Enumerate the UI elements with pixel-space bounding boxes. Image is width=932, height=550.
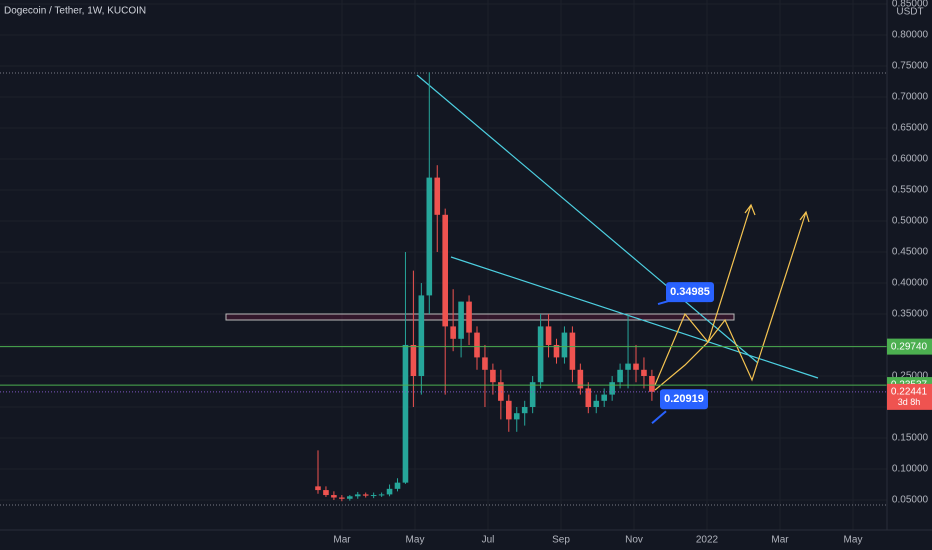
candle-body: [402, 345, 409, 483]
candle-body: [601, 394, 607, 401]
y-tick-label: 0.85000: [892, 0, 929, 10]
candle-body: [426, 177, 433, 296]
x-tick-label: Jul: [482, 535, 495, 546]
price-axis: [887, 0, 932, 550]
y-tick-label: 0.70000: [892, 92, 929, 103]
y-tick-label: 0.35000: [892, 309, 929, 320]
trend-line: [450, 256, 819, 379]
candle-body: [362, 494, 369, 496]
y-tick-label: 0.05000: [892, 495, 929, 506]
candle-body: [633, 363, 639, 370]
candle-body: [410, 345, 417, 376]
callout-pointer: [651, 410, 667, 425]
candle-body: [323, 490, 329, 496]
candle-body: [482, 357, 488, 370]
candle-body: [498, 382, 504, 401]
candle-body: [331, 495, 337, 498]
callout-box: [660, 389, 708, 410]
chart-title: Dogecoin / Tether, 1W, KUCOIN: [4, 6, 146, 17]
candle-body: [577, 369, 584, 389]
candle-body: [386, 488, 393, 495]
resistance-zone: [225, 313, 735, 321]
x-tick-label: Sep: [552, 535, 570, 546]
y-tick-label: 0.45000: [892, 247, 929, 258]
countdown: 3d 8h: [898, 397, 921, 407]
last-price-label: 0.22441: [891, 387, 928, 398]
candle-body: [442, 214, 448, 327]
y-tick-label: 0.75000: [892, 61, 929, 72]
x-tick-label: Mar: [333, 535, 351, 546]
candle-body: [513, 413, 520, 420]
candle-body: [506, 400, 512, 420]
candle-body: [450, 326, 456, 339]
axis-labels: 0.050000.100000.150000.200000.250000.300…: [333, 0, 932, 546]
candle-body: [553, 345, 560, 358]
candle-body: [418, 295, 425, 376]
y-tick-label: 0.80000: [892, 30, 929, 41]
candle-body: [529, 382, 536, 407]
x-tick-label: May: [406, 535, 425, 546]
callout-label: 0.34985: [670, 286, 710, 298]
arrow-head: [799, 210, 810, 223]
candles: [315, 72, 655, 502]
candle-body: [490, 369, 496, 383]
y-tick-label: 0.50000: [892, 216, 929, 227]
y-tick-label: 0.55000: [892, 185, 929, 196]
y-tick-label: 0.60000: [892, 154, 929, 165]
projection-path: [654, 204, 752, 391]
candle-body: [458, 301, 464, 339]
callout-label: 0.20919: [664, 393, 704, 405]
candle-body: [569, 332, 576, 370]
x-tick-label: Nov: [625, 535, 643, 546]
y-tick-label: 0.10000: [892, 464, 929, 475]
y-tick-label: 0.65000: [892, 123, 929, 134]
callout-box: [666, 282, 714, 303]
y-tick-label: 0.40000: [892, 278, 929, 289]
candle-body: [347, 496, 353, 499]
y-tick-label: 0.15000: [892, 433, 929, 444]
y-axis-label: USDT: [896, 7, 923, 18]
candle-body: [339, 497, 345, 499]
projection-path: [654, 211, 807, 386]
candle-body: [378, 494, 385, 496]
x-tick-label: 2022: [696, 535, 719, 546]
y-tick-label: 0.25000: [892, 371, 929, 382]
candle-body: [561, 332, 568, 358]
candle-body: [315, 486, 321, 491]
candle-body: [641, 369, 647, 376]
candle-body: [521, 407, 528, 414]
last-price-bg: [887, 383, 932, 410]
arrow-head: [744, 203, 756, 216]
candle-body: [585, 388, 592, 407]
candle-body: [394, 482, 401, 489]
candle-body: [593, 400, 600, 407]
candle-body: [609, 382, 615, 395]
candle-body: [370, 495, 377, 497]
trend-line: [416, 74, 759, 364]
candle-body: [434, 177, 441, 215]
level-label-bg: [887, 338, 932, 355]
level-label: 0.29740: [891, 341, 928, 352]
x-tick-label: Mar: [771, 535, 789, 546]
x-tick-label: May: [844, 535, 863, 546]
candle-body: [545, 326, 552, 345]
overlay: 0.34985 0.20919: [0, 282, 887, 425]
candle-body: [354, 494, 361, 497]
candle-body: [617, 369, 623, 383]
candle-body: [625, 363, 631, 370]
candle-body: [649, 376, 655, 392]
candle-body: [537, 326, 544, 383]
candle-body: [474, 332, 480, 358]
candle-body: [466, 301, 472, 333]
